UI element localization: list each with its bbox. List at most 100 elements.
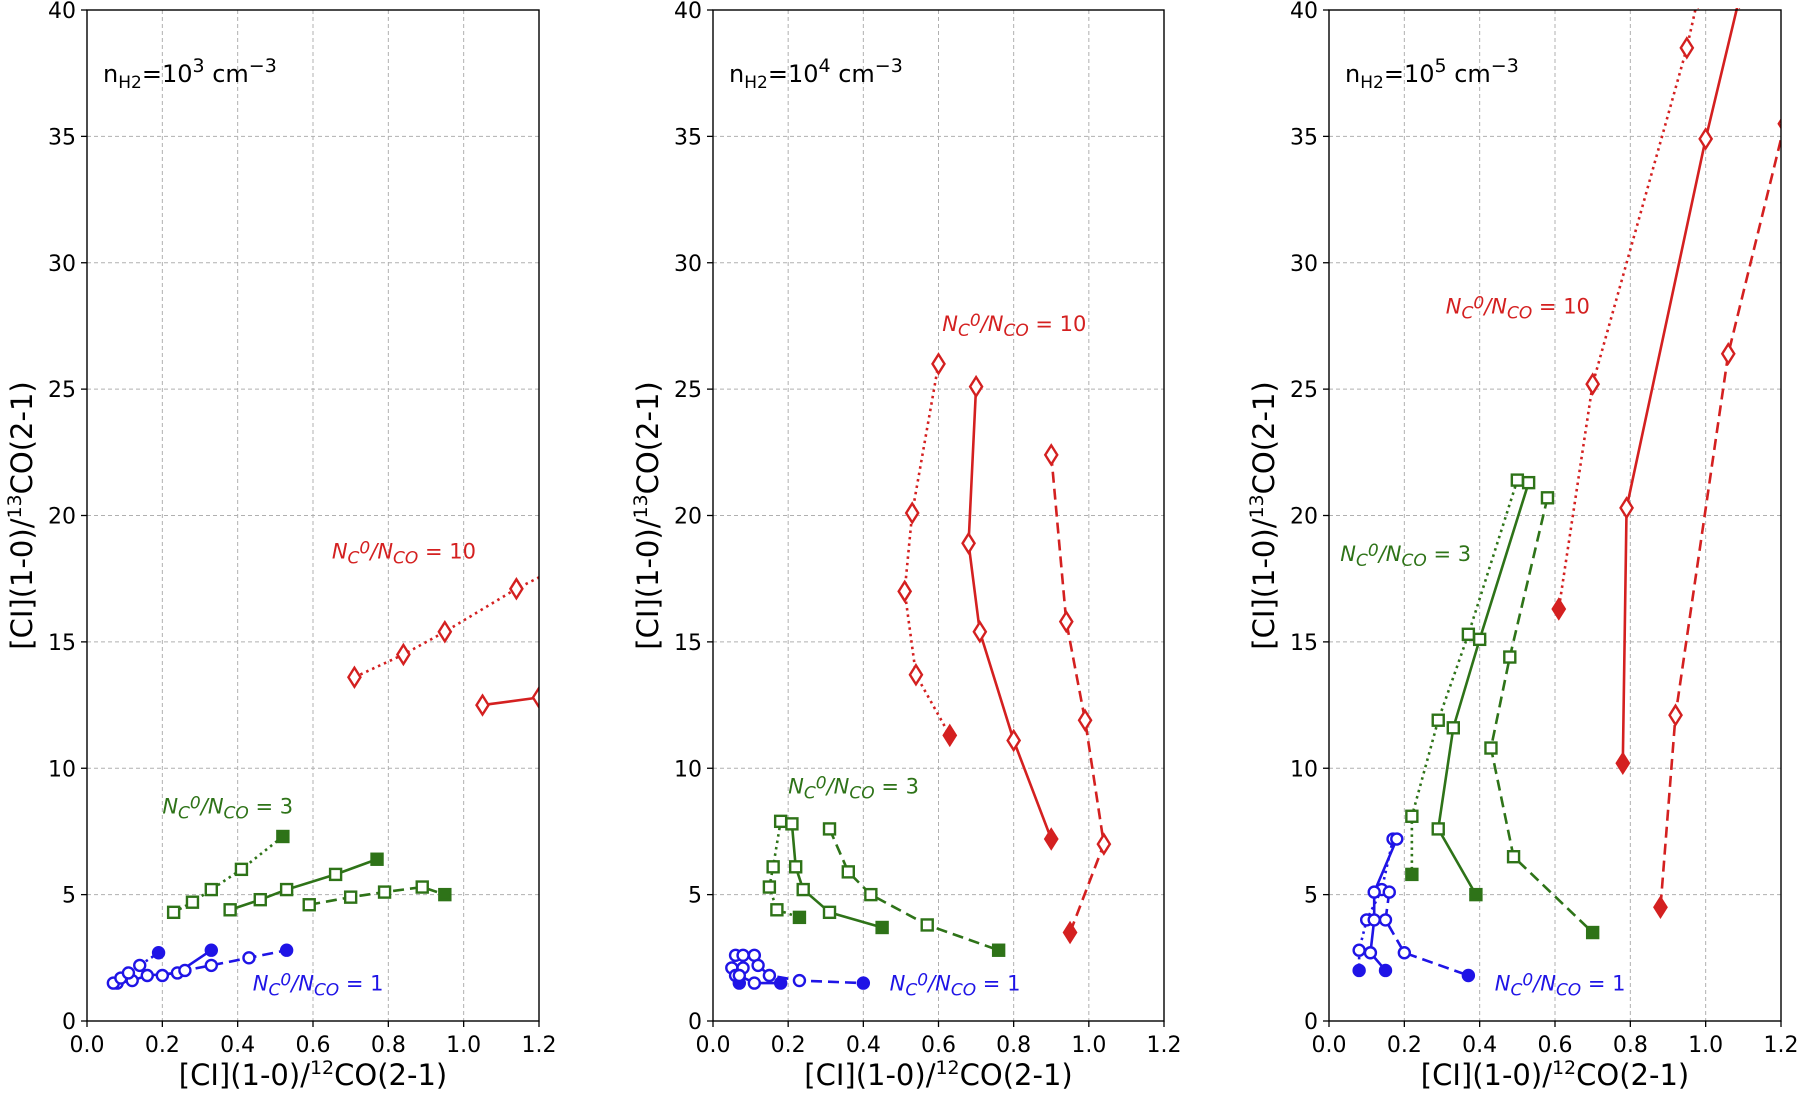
y-tick-label: 0 [1304, 1010, 1318, 1035]
data-point [1378, 963, 1393, 978]
data-point [942, 723, 958, 748]
data-point [302, 898, 316, 912]
data-point [1006, 728, 1022, 753]
data-point [1469, 887, 1483, 902]
data-point [541, 564, 553, 583]
data-point [415, 880, 429, 894]
y-tick-label: 15 [674, 631, 702, 656]
data-point [234, 862, 249, 877]
y-tick-label: 20 [674, 505, 702, 530]
data-point [328, 867, 343, 882]
x-tick-label: 0.6 [1538, 1033, 1573, 1058]
y-tick-label: 15 [1290, 631, 1318, 656]
y-tick-label: 35 [1290, 125, 1318, 150]
data-point [788, 860, 803, 874]
data-point [875, 920, 889, 935]
series-line [903, 363, 951, 737]
data-point [1738, 8, 1741, 10]
data-point [204, 958, 219, 973]
data-point [1431, 713, 1445, 727]
ratio-annotation: NC0/NCO = 3 [1340, 541, 1471, 571]
data-point [370, 852, 384, 866]
data-point [276, 829, 290, 844]
data-point [1461, 968, 1476, 983]
x-tick-label: 0.2 [145, 1033, 180, 1058]
ratio-annotation: NC0/NCO = 10 [942, 311, 1086, 341]
series-line [1489, 497, 1594, 934]
ratio-annotation: NC0/NCO = 3 [788, 774, 919, 804]
data-point [1472, 632, 1487, 647]
y-tick-label: 25 [1290, 378, 1318, 403]
data-point [1352, 963, 1366, 978]
y-tick-label: 35 [674, 125, 702, 150]
chart-panel-3: 0.0 0.2 0.4 0.6 0.8 1.0 1.2 0 5 10 15 20 25 30 35 40 [CI… [1246, 0, 1799, 1092]
data-point [1653, 895, 1668, 920]
y-tick-label: 0 [62, 1010, 76, 1035]
x-tick-label: 1.0 [446, 1033, 481, 1058]
data-point [991, 943, 1006, 957]
data-point [541, 687, 553, 706]
data-point [1062, 920, 1078, 945]
y-tick-label: 10 [674, 757, 702, 782]
x-tick-label: 0.4 [220, 1033, 255, 1058]
data-point [166, 905, 181, 920]
x-tick-label: 0.0 [70, 1033, 105, 1058]
data-point [792, 973, 807, 988]
density-label: nH2=104 cm−3 [729, 55, 903, 93]
x-tick-label: 0.4 [1462, 1033, 1497, 1058]
data-point [1720, 341, 1736, 366]
x-tick-label: 1.0 [1688, 1033, 1723, 1058]
ratio-annotation: NC0/NCO = 3 [162, 794, 293, 824]
data-point [279, 943, 294, 957]
y-axis-label: [CI](1-0)/13CO(2-1) [630, 381, 665, 649]
y-tick-label: 35 [48, 125, 76, 150]
data-point [770, 903, 784, 917]
series-line [1384, 891, 1469, 977]
series-line [112, 951, 160, 985]
data-point [1615, 751, 1631, 775]
data-point [438, 887, 452, 902]
data-point [1363, 946, 1378, 960]
x-tick-label: 1.0 [1071, 1033, 1106, 1058]
data-point [347, 665, 362, 690]
data-point [841, 865, 855, 879]
data-point [475, 693, 490, 717]
ratio-annotation: NC0/NCO = 10 [332, 538, 476, 568]
y-tick-label: 15 [48, 631, 76, 656]
y-axis-label: [CI](1-0)/13CO(2-1) [1246, 381, 1281, 649]
data-point [864, 887, 878, 902]
data-point [1619, 496, 1634, 520]
data-point [140, 968, 154, 983]
data-point [121, 966, 136, 980]
y-axis-label: [CI](1-0)/13CO(2-1) [4, 381, 39, 649]
x-tick-label: 0.4 [846, 1033, 881, 1058]
ratio-annotation: NC0/NCO = 1 [1495, 971, 1626, 1001]
data-point [437, 620, 453, 644]
data-point [1506, 850, 1521, 864]
data-point [1503, 650, 1517, 664]
data-point [1043, 443, 1059, 467]
x-axis-label: [CI](1-0)/12CO(2-1) [804, 1057, 1072, 1092]
grid [712, 9, 1165, 1022]
data-point [736, 948, 750, 962]
data-point [1446, 721, 1461, 735]
y-tick-label: 20 [48, 505, 76, 530]
data-point [856, 976, 871, 990]
y-tick-label: 5 [1304, 884, 1318, 909]
data-point [822, 905, 837, 920]
y-tick-label: 5 [688, 884, 702, 909]
chart-panel-2: 0.0 0.2 0.4 0.6 0.8 1.0 1.2 0 5 10 15 20 25 30 35 40 [CI… [630, 0, 1182, 1092]
data-point [133, 958, 147, 973]
x-tick-label: 0.6 [921, 1033, 956, 1058]
data-point [1668, 703, 1683, 727]
y-tick-label: 30 [1290, 252, 1318, 277]
data-point [1378, 913, 1393, 927]
data-point [1510, 473, 1525, 487]
data-point [1058, 609, 1074, 634]
data-point [796, 882, 810, 897]
data-point [751, 958, 765, 973]
data-point [1551, 597, 1567, 621]
data-point [1697, 8, 1699, 10]
plot-area [725, 352, 1112, 990]
